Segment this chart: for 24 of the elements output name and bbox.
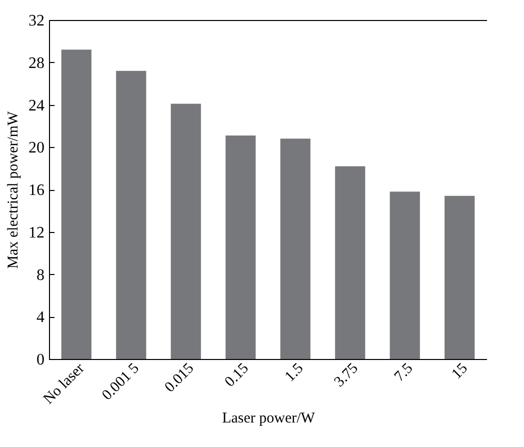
bar xyxy=(444,196,475,359)
x-tick-label: 7.5 xyxy=(392,360,416,386)
bar xyxy=(390,192,420,359)
x-tick-label: 1.5 xyxy=(282,360,307,386)
y-tick-label: 20 xyxy=(28,140,44,157)
y-tick-label: 32 xyxy=(28,12,44,30)
y-tick-label: 12 xyxy=(28,224,44,242)
y-tick-label: 0 xyxy=(36,352,44,368)
y-tick-label: 24 xyxy=(28,97,44,114)
y-axis-title: Max electrical power/mW xyxy=(6,110,22,269)
bar xyxy=(280,138,310,359)
bar xyxy=(116,70,146,359)
y-tick-label: 16 xyxy=(28,182,44,199)
bar xyxy=(226,135,256,359)
bar xyxy=(335,166,366,359)
bar xyxy=(61,50,92,359)
x-axis-title: Laser power/W xyxy=(222,410,316,427)
x-tick-label: 3.75 xyxy=(332,360,362,390)
x-tick-label: 15 xyxy=(449,360,471,382)
y-tick-label: 8 xyxy=(36,266,44,284)
y-tick-label: 4 xyxy=(36,309,44,326)
bar xyxy=(170,104,201,359)
y-tick-label: 28 xyxy=(28,54,44,72)
x-tick-label: 0.15 xyxy=(222,360,252,390)
